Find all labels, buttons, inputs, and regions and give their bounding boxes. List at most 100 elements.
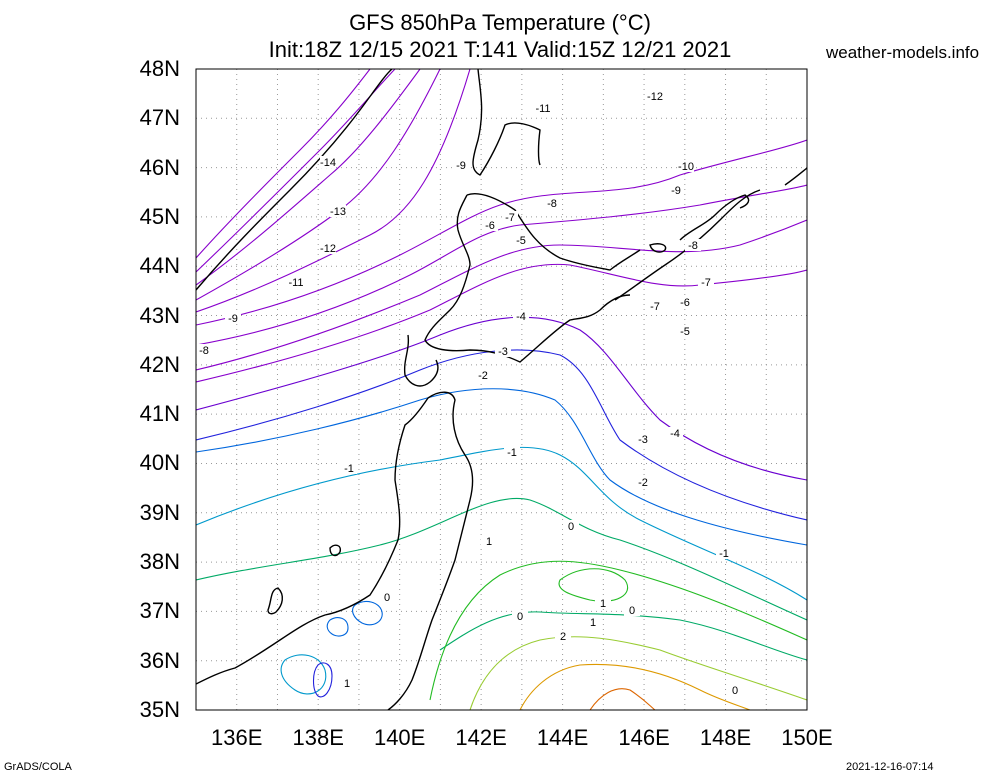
contour-label: -5: [516, 235, 526, 247]
contour-label: -14: [320, 157, 336, 169]
contour-label-bg: [330, 205, 346, 217]
contour-label-bg: [544, 197, 560, 209]
lat-label: 35N: [139, 697, 180, 722]
contour-line: [196, 69, 396, 273]
contour-line: [558, 568, 629, 602]
lat-label: 44N: [139, 253, 180, 279]
contour-labels: -14-13-12-12-11-11-10-9-9-9-8-8-8-7-7-7-…: [196, 90, 743, 697]
coastline-segment: [196, 69, 393, 291]
contour-label: -4: [670, 428, 680, 440]
contour-label-bg: [504, 446, 520, 458]
contour-label-bg: [595, 597, 611, 609]
lat-label: 41N: [139, 401, 180, 427]
contour-line: [589, 688, 656, 710]
contour-label: -8: [199, 345, 209, 357]
contour-label-bg: [677, 325, 693, 337]
contour-label-bg: [563, 520, 579, 532]
contour-label-bg: [495, 345, 511, 357]
contour-label-bg: [647, 300, 663, 312]
contour-label-bg: [320, 156, 336, 168]
coastline-segment: [424, 194, 631, 363]
contour-label: -13: [330, 206, 346, 218]
contour-label: -1: [719, 548, 729, 560]
lon-label: 142E: [455, 725, 507, 750]
contour-label-bg: [635, 433, 651, 445]
contour-label-bg: [502, 211, 518, 223]
lon-label: 150E: [781, 725, 833, 750]
lat-label: 37N: [139, 598, 180, 624]
site-label: weather-models.info: [826, 43, 980, 62]
contour-line: [196, 316, 807, 481]
contour-line: [196, 497, 807, 621]
contour-label: -3: [498, 346, 508, 358]
render-timestamp: 2021-12-16-07:14: [846, 761, 934, 773]
contour-label-bg: [678, 160, 694, 172]
contour-label: -6: [485, 220, 495, 232]
contour-line: [312, 662, 333, 698]
contour-label: -3: [638, 434, 648, 446]
contour-line: [280, 654, 327, 695]
coastline-segment: [679, 194, 750, 241]
contour-label: -6: [680, 297, 690, 309]
contour-label: -10: [678, 161, 694, 173]
contour-label-bg: [668, 184, 684, 196]
lat-label: 48N: [139, 56, 180, 81]
contour-label-bg: [320, 242, 336, 254]
lat-label: 38N: [139, 549, 180, 575]
lat-label: 40N: [139, 450, 180, 476]
coastline-segment: [403, 334, 439, 387]
lon-label: 144E: [536, 725, 589, 750]
coastline-segment: [466, 193, 641, 271]
contour-label: -11: [535, 103, 550, 115]
lon-label: 146E: [618, 725, 670, 750]
contour-label-bg: [585, 616, 601, 628]
contour-label-bg: [716, 547, 732, 559]
contour-line: [429, 560, 807, 701]
coastline-segment: [329, 544, 342, 557]
contour-line: [196, 446, 807, 601]
contour-label-bg: [482, 219, 498, 231]
lat-label: 47N: [139, 105, 180, 131]
coastline-segment: [196, 397, 429, 685]
lon-label: 140E: [373, 725, 426, 750]
contour-label: 0: [517, 611, 523, 623]
contour-label-bg: [685, 239, 701, 251]
contour-line: [469, 636, 807, 710]
contour-label-bg: [339, 677, 355, 689]
contour-label-bg: [513, 310, 529, 322]
contour-label-bg: [635, 476, 651, 488]
contour-label: 1: [590, 617, 596, 629]
contour-label: -9: [671, 185, 681, 197]
contour-label-bg: [475, 369, 491, 381]
coastline-segment: [387, 391, 474, 710]
temperature-contours: [196, 69, 807, 710]
chart-title-line2: Init:18Z 12/15 2021 T:141 Valid:15Z 12/2…: [268, 37, 732, 62]
contour-label: -4: [516, 311, 526, 323]
contour-label-bg: [727, 684, 743, 696]
contour-line: [196, 69, 421, 286]
contour-label-bg: [555, 630, 571, 642]
coastline-segment: [649, 243, 667, 253]
contour-line: [196, 263, 807, 383]
contour-label: -1: [507, 447, 517, 459]
lat-label: 46N: [139, 154, 180, 180]
lat-label: 43N: [139, 302, 180, 328]
coastline-segment: [267, 587, 283, 615]
contour-label: 0: [384, 592, 390, 604]
contour-line: [196, 69, 471, 313]
contour-line: [196, 139, 807, 326]
contour-label-bg: [535, 102, 551, 114]
contour-line: [326, 617, 349, 637]
contour-label-bg: [647, 90, 663, 102]
contour-line: [196, 219, 807, 371]
contour-label-bg: [481, 535, 497, 547]
contour-line: [439, 611, 807, 661]
contour-label: -7: [701, 277, 711, 289]
map-frame: [195, 68, 808, 711]
contour-label: 0: [629, 605, 635, 617]
contour-label-bg: [341, 462, 357, 474]
contour-label: -12: [647, 91, 663, 103]
contour-label: 0: [568, 521, 574, 533]
contour-label: -2: [638, 477, 648, 489]
lat-label: 42N: [139, 351, 180, 377]
